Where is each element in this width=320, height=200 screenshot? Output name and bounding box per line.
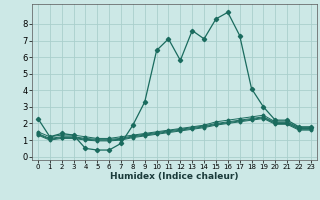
X-axis label: Humidex (Indice chaleur): Humidex (Indice chaleur) <box>110 172 239 181</box>
